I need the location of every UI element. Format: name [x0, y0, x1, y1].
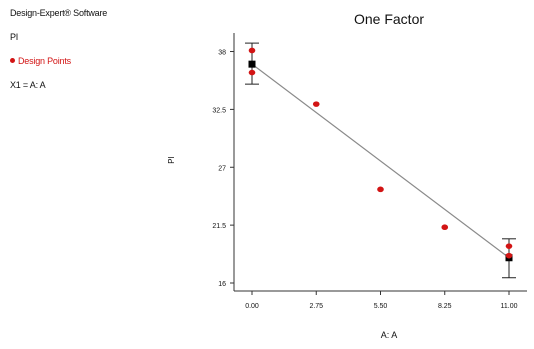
y-tick-label: 32.5 [212, 107, 226, 114]
x-axis-label: A: A [381, 330, 398, 340]
x-tick-label: 11.00 [501, 303, 518, 310]
y-tick-label: 21.5 [212, 223, 226, 230]
response-label: PI [10, 32, 19, 42]
design-point [505, 243, 513, 249]
chart-marks [245, 42, 516, 279]
chart-title: One Factor [354, 11, 424, 27]
design-point [312, 101, 320, 107]
design-point [505, 252, 513, 259]
design-points-legend: Design Points [10, 56, 170, 67]
axes: 16 21.5 27 32.5 38 0.00 2.75 5.50 8.25 11.00 [212, 33, 527, 310]
legend-panel: Design-Expert® Software PI Design Points… [10, 8, 170, 104]
x-tick-label: 5.50 [374, 303, 388, 310]
design-point [248, 47, 256, 54]
x-tick-label: 2.75 [309, 303, 323, 310]
mean-marker [248, 60, 256, 68]
x-tick-label: 8.25 [438, 303, 452, 310]
prediction-line [251, 63, 510, 259]
design-point [248, 69, 256, 76]
y-tick-label: 16 [218, 281, 226, 288]
y-tick-label: 38 [218, 50, 226, 57]
design-point [377, 186, 384, 193]
x-tick-label: 0.00 [245, 303, 259, 310]
design-point-legend-icon [10, 58, 15, 63]
y-axis-label: PI [167, 156, 176, 164]
software-label: Design-Expert® Software [10, 8, 108, 18]
design-points-label: Design Points [18, 56, 71, 66]
design-point [441, 224, 449, 231]
y-tick-label: 27 [218, 165, 226, 172]
factor-label: X1 = A: A [10, 80, 46, 90]
